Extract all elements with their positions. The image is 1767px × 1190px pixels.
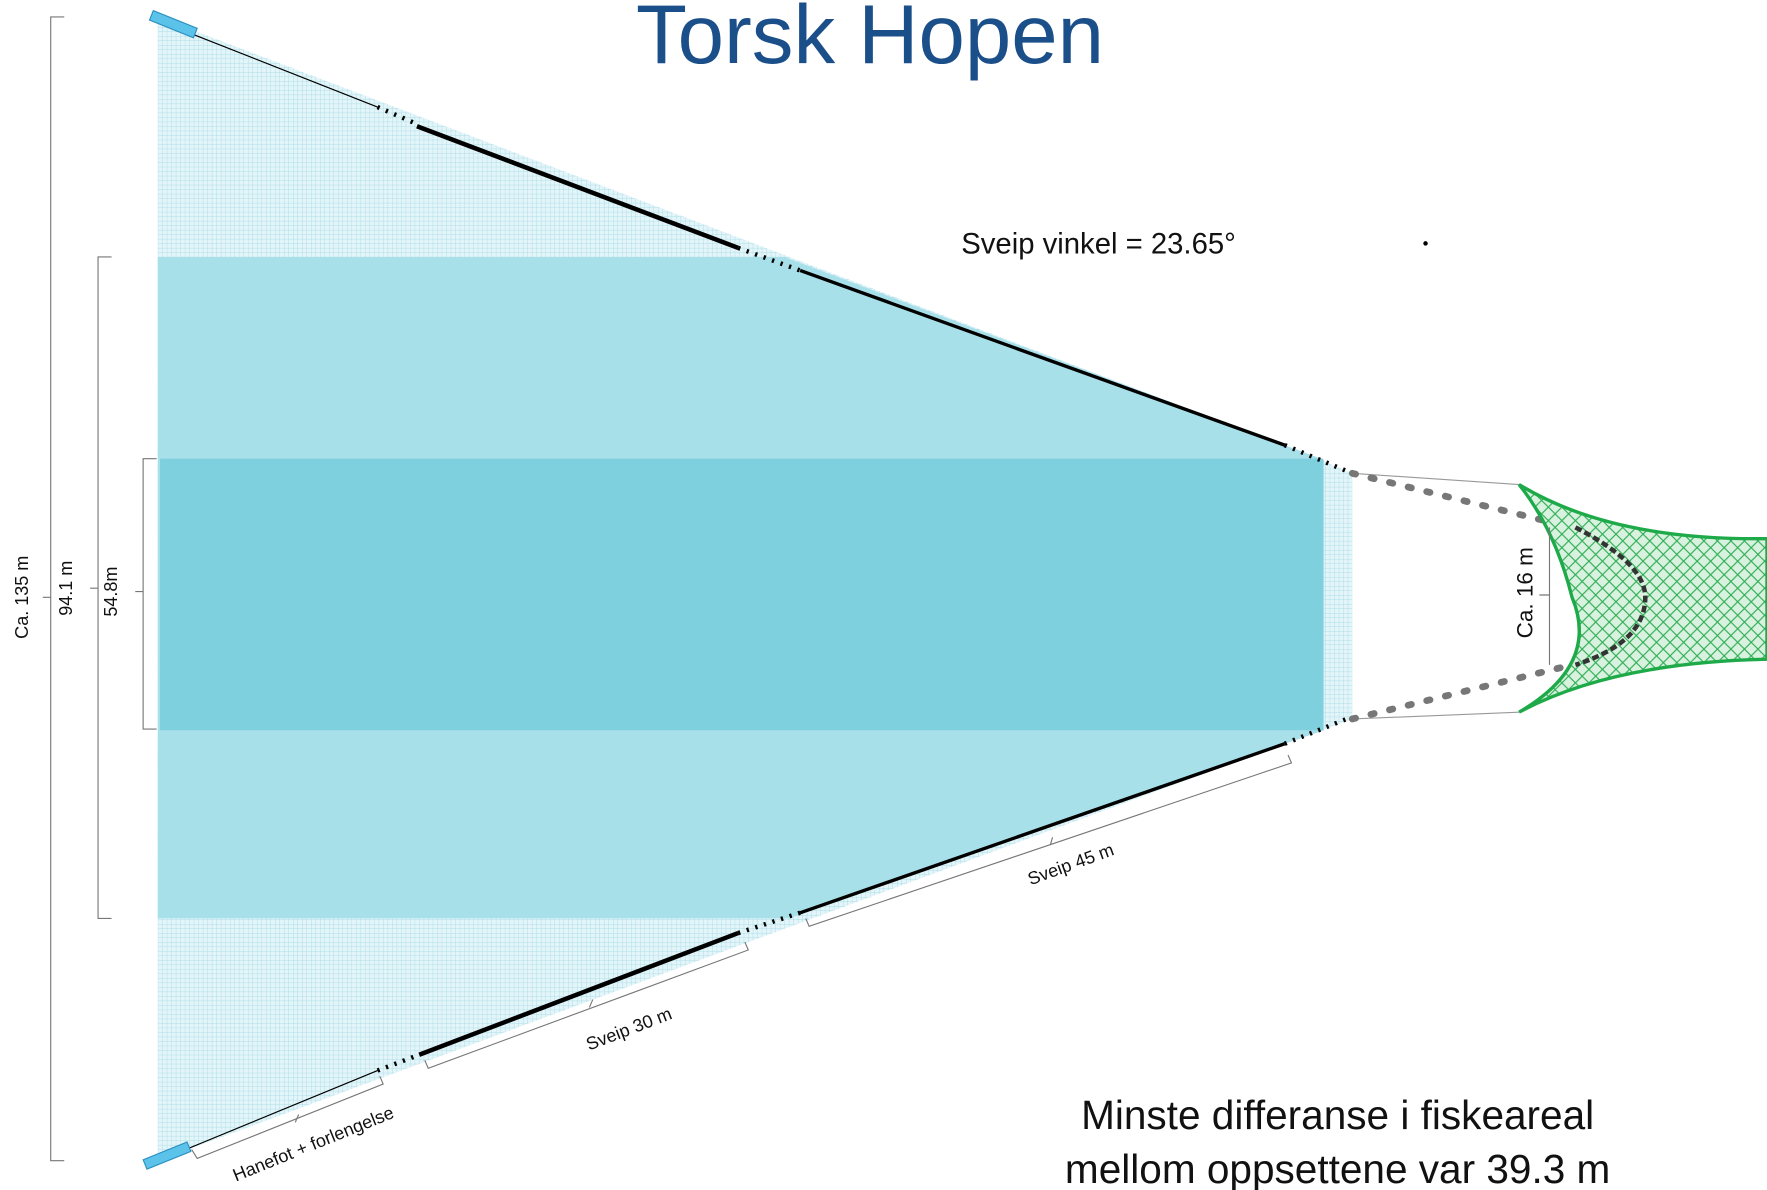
brackets xyxy=(42,16,1551,1162)
note-line-2: mellom oppsettene var 39.3 m xyxy=(1065,1146,1610,1190)
middle-width: 94.1 m xyxy=(56,561,76,616)
sweep-lines xyxy=(185,33,1348,1150)
ground-rope xyxy=(1574,525,1648,668)
sweep-angle: Sveip vinkel = 23.65° xyxy=(961,228,1236,261)
sweep-long: Sveip 45 m xyxy=(1025,840,1117,890)
note-line-1: Minste differanse i fiskeareal xyxy=(1081,1092,1594,1138)
bridle-to-net xyxy=(1348,469,1576,723)
title: Torsk Hopen xyxy=(636,0,1104,81)
total-width: Ca. 135 m xyxy=(12,556,32,639)
opening: Ca. 16 m xyxy=(1513,547,1538,638)
dot xyxy=(1423,241,1428,246)
inner-width: 54.8m xyxy=(101,567,121,617)
doors xyxy=(142,9,198,1170)
sweep-short: Sveip 30 m xyxy=(583,1003,674,1054)
inner-area xyxy=(160,458,1323,731)
